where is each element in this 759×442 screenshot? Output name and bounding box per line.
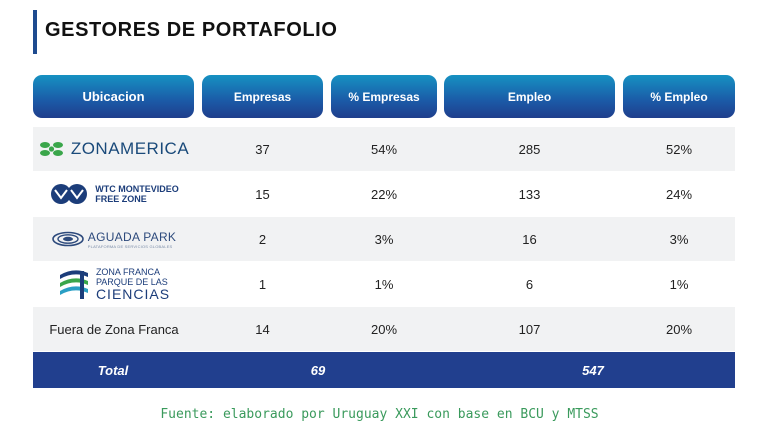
aguada-logo-text: AGUADA PARK xyxy=(87,229,177,244)
table-row: ZONA FRANCA PARQUE DE LAS CIENCIAS 1 1% … xyxy=(33,262,735,306)
zonamerica-leaf-icon xyxy=(39,142,63,156)
cell-pct-empleo: 52% xyxy=(665,141,693,157)
zonamerica-logo: ZONAMERICA xyxy=(33,127,195,171)
table-row: AGUADA PARK PLATAFORMA DE SERVICIOS GLOB… xyxy=(33,217,735,261)
cell-empleo: 16 xyxy=(522,231,537,247)
header-empleo: Empleo xyxy=(444,75,615,118)
header-pct-empresas: % Empresas xyxy=(331,75,437,118)
aguada-park-logo: AGUADA PARK PLATAFORMA DE SERVICIOS GLOB… xyxy=(33,217,195,261)
cell-empresas: 15 xyxy=(255,186,270,202)
cell-pct-empresas: 22% xyxy=(370,186,398,202)
page-title: GESTORES DE PORTAFOLIO xyxy=(45,19,338,41)
source-note: Fuente: elaborado por Uruguay XXI con ba… xyxy=(160,407,599,422)
cell-empleo: 285 xyxy=(518,141,541,157)
title-accent-bar xyxy=(33,10,37,54)
header-ubicacion: Ubicacion xyxy=(33,75,194,118)
wtc-logo-line1: WTC MONTEVIDEO xyxy=(95,184,179,194)
cell-pct-empleo: 3% xyxy=(669,231,689,247)
wtc-globe-icon xyxy=(51,184,88,204)
table-row: Fuera de Zona Franca 14 20% 107 20% xyxy=(33,307,735,351)
aguada-swirl-icon xyxy=(51,231,84,247)
cell-empresas: 2 xyxy=(258,231,267,247)
cell-empresas: 1 xyxy=(258,276,267,292)
cell-pct-empleo: 24% xyxy=(665,186,693,202)
parque-logo-line1: ZONA FRANCA xyxy=(95,266,160,277)
cell-pct-empleo: 1% xyxy=(669,276,689,292)
cell-empresas: 14 xyxy=(255,321,270,337)
total-empresas: 69 xyxy=(310,362,326,378)
cell-pct-empresas: 1% xyxy=(374,276,394,292)
cell-pct-empleo: 20% xyxy=(665,321,693,337)
cell-empleo: 107 xyxy=(518,321,541,337)
cell-pct-empresas: 54% xyxy=(370,141,398,157)
cell-empleo: 133 xyxy=(518,186,541,202)
zonamerica-logo-text: ZONAMERICA xyxy=(70,139,190,158)
cell-empleo: 6 xyxy=(525,276,534,292)
parque-logo-line2: PARQUE DE LAS xyxy=(95,276,168,287)
total-label: Total xyxy=(97,362,129,378)
parque-ciencias-logo: ZONA FRANCA PARQUE DE LAS CIENCIAS xyxy=(33,262,195,306)
header-empresas: Empresas xyxy=(202,75,323,118)
cell-empresas: 37 xyxy=(255,141,270,157)
wtc-logo: WTC MONTEVIDEO FREE ZONE xyxy=(33,172,195,216)
total-row: Total 69 547 xyxy=(33,352,735,388)
parque-ciencias-icon xyxy=(59,270,88,299)
aguada-logo-subtext: PLATAFORMA DE SERVICIOS GLOBALES xyxy=(87,243,173,249)
table-row: WTC MONTEVIDEO FREE ZONE 15 22% 133 24% xyxy=(33,172,735,216)
cell-location: Fuera de Zona Franca xyxy=(49,321,179,337)
total-empleo: 547 xyxy=(582,362,604,378)
wtc-logo-line2: FREE ZONE xyxy=(95,194,147,204)
cell-pct-empresas: 20% xyxy=(370,321,398,337)
parque-logo-line3: CIENCIAS xyxy=(95,285,171,302)
table-row: ZONAMERICA 37 54% 285 52% xyxy=(33,127,735,171)
header-pct-empleo: % Empleo xyxy=(623,75,735,118)
cell-pct-empresas: 3% xyxy=(374,231,394,247)
